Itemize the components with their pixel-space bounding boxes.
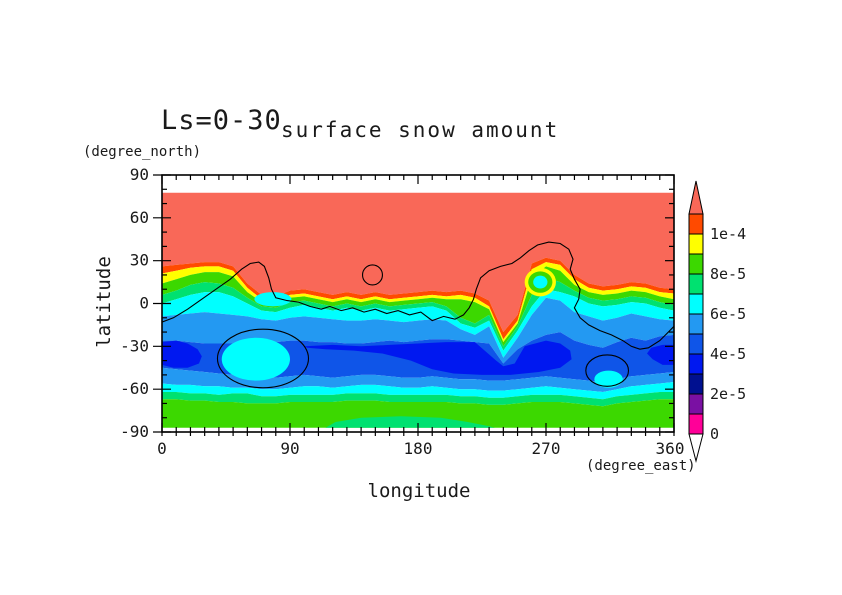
south-spring-patch <box>325 416 495 428</box>
deep-blue-core-east <box>647 344 674 365</box>
argyre-cyan-patch <box>594 370 623 388</box>
hellas-cyan-patch <box>221 337 290 381</box>
argyre-outline <box>585 354 630 387</box>
band-cyan <box>162 289 674 358</box>
colorbar-tick-label: 8e-5 <box>710 265 746 283</box>
colorbar-tick-label: 1e-4 <box>710 225 746 243</box>
elysium-outline <box>361 264 383 286</box>
x-axis-unit-label: (degree_east) <box>586 458 696 474</box>
colorbar-box-sky <box>688 313 704 335</box>
axis-ticks <box>153 174 675 436</box>
colorbar-under-arrow <box>688 433 704 463</box>
colorbar-box-deepblue <box>688 353 704 375</box>
y-tick-label: -60 <box>120 379 149 398</box>
y-tick-label: -90 <box>120 422 149 441</box>
y-tick-label: 90 <box>130 165 149 184</box>
x-tick-label: 90 <box>280 439 299 458</box>
topography-contours <box>162 241 674 389</box>
y-tick-label: 30 <box>130 251 149 270</box>
overlay-features <box>162 267 674 428</box>
x-tick-label: 270 <box>532 439 561 458</box>
band-sky <box>162 367 674 392</box>
x-tick-label: 0 <box>157 439 167 458</box>
y-tick-label: -30 <box>120 336 149 355</box>
contour-bands <box>162 192 674 428</box>
colorbar-box-purple <box>688 393 704 415</box>
colorbar-box-yellow <box>688 233 704 255</box>
colorbar-box-navy <box>688 373 704 395</box>
x-axis-label: longitude <box>367 480 471 502</box>
band-spring <box>162 392 674 407</box>
ring-cyan-core <box>533 275 548 289</box>
colorbar-over-arrow <box>688 180 704 215</box>
colorbar: 1e-4 8e-5 6e-5 4e-5 2e-5 0 <box>688 180 746 463</box>
band-lime <box>162 399 674 428</box>
colorbar-tick-label: 6e-5 <box>710 305 746 323</box>
hellas-outline <box>216 328 310 389</box>
band-lime <box>162 266 674 347</box>
band-spring <box>162 277 674 351</box>
colorbar-box-spring <box>688 273 704 295</box>
colorbar-box-blue <box>688 333 704 355</box>
dichotomy-outline <box>162 241 674 350</box>
band-cyan <box>162 382 674 400</box>
deep-blue-core-main <box>304 340 572 375</box>
y-axis-unit-label: (degree_north) <box>83 144 202 160</box>
west-cyan-patch <box>254 292 292 307</box>
colorbar-tick-label: 0 <box>710 425 719 443</box>
y-tick-label: 60 <box>130 208 149 227</box>
colorbar-box-lime <box>688 253 704 275</box>
tick-labels: 90 60 30 0 -30 -60 -90 0 90 180 270 360 <box>120 165 684 458</box>
deep-blue-core-west <box>162 340 202 368</box>
band-salmon <box>162 192 674 333</box>
chart-subtitle-ls: Ls=0-30 <box>161 105 282 136</box>
colorbar-tick-label: 4e-5 <box>710 345 746 363</box>
y-tick-label: 0 <box>139 294 149 313</box>
colorbar-box-cyan <box>688 293 704 315</box>
colorbar-tick-label: 2e-5 <box>710 385 746 403</box>
colorbar-box-orange <box>688 213 704 235</box>
colorbar-box-magenta <box>688 413 704 435</box>
band-sky <box>162 297 674 364</box>
x-tick-label: 180 <box>404 439 433 458</box>
chart-title: surface snow amount <box>281 118 560 142</box>
x-tick-label: 360 <box>656 439 685 458</box>
